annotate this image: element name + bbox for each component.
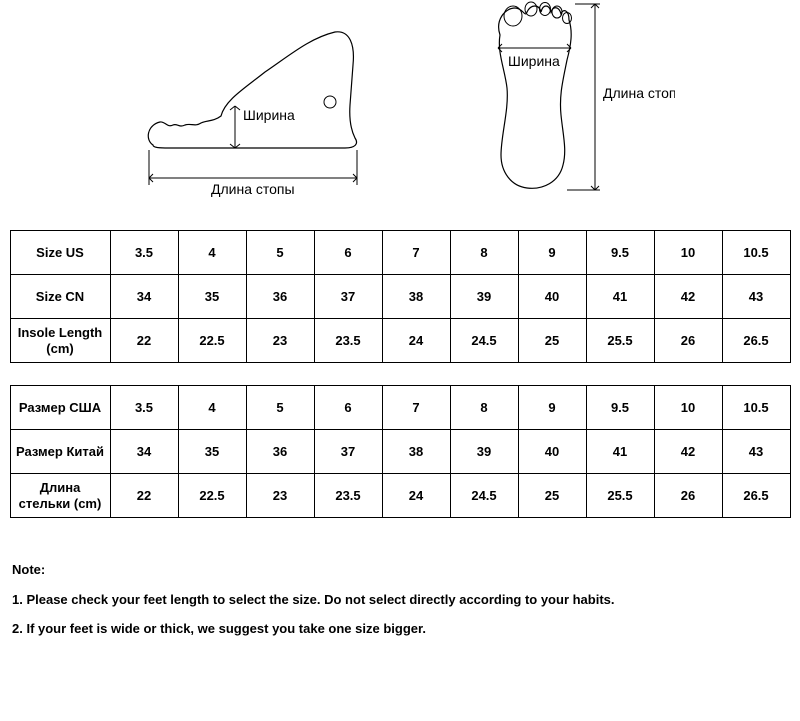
cell: 8	[450, 386, 518, 430]
cell: 22	[110, 319, 178, 363]
cell: 10.5	[722, 231, 790, 275]
cell: 25	[518, 474, 586, 518]
cell: 36	[246, 430, 314, 474]
table-row: Длина стельки (cm) 22 22.5 23 23.5 24 24…	[10, 474, 790, 518]
cell: 26.5	[722, 319, 790, 363]
cell: 25.5	[586, 474, 654, 518]
note-line-1: 1. Please check your feet length to sele…	[12, 590, 788, 610]
notes-section: Note: 1. Please check your feet length t…	[0, 540, 800, 669]
cell: 5	[246, 231, 314, 275]
cell: 8	[450, 231, 518, 275]
ankle-icon	[324, 96, 336, 108]
row-header: Size CN	[10, 275, 110, 319]
cell: 9	[518, 386, 586, 430]
note-line-2: 2. If your feet is wide or thick, we sug…	[12, 619, 788, 639]
size-table-ru: Размер США 3.5 4 5 6 7 8 9 9.5 10 10.5 Р…	[10, 385, 791, 518]
table-row: Insole Length (cm) 22 22.5 23 23.5 24 24…	[10, 319, 790, 363]
cell: 37	[314, 430, 382, 474]
cell: 9.5	[586, 386, 654, 430]
cell: 25.5	[586, 319, 654, 363]
cell: 3.5	[110, 386, 178, 430]
cell: 10	[654, 386, 722, 430]
row-header: Размер Китай	[10, 430, 110, 474]
foot-side-svg: Ширина Длина стопы	[125, 10, 385, 200]
cell: 39	[450, 275, 518, 319]
cell: 5	[246, 386, 314, 430]
cell: 10	[654, 231, 722, 275]
size-table-en: Size US 3.5 4 5 6 7 8 9 9.5 10 10.5 Size…	[10, 230, 791, 363]
cell: 26	[654, 474, 722, 518]
cell: 22.5	[178, 474, 246, 518]
cell: 26	[654, 319, 722, 363]
side-width-label: Ширина	[243, 107, 295, 123]
cell: 26.5	[722, 474, 790, 518]
foot-diagrams: Ширина Длина стопы	[0, 0, 800, 230]
cell: 22	[110, 474, 178, 518]
cell: 24	[382, 474, 450, 518]
cell: 40	[518, 430, 586, 474]
foot-side-diagram: Ширина Длина стопы	[125, 10, 385, 200]
notes-heading: Note:	[12, 560, 788, 580]
row-header: Длина стельки (cm)	[10, 474, 110, 518]
footprint-outline	[499, 6, 572, 188]
cell: 9	[518, 231, 586, 275]
cell: 10.5	[722, 386, 790, 430]
toe-icon	[504, 6, 522, 26]
cell: 6	[314, 386, 382, 430]
cell: 7	[382, 231, 450, 275]
cell: 24.5	[450, 474, 518, 518]
cell: 3.5	[110, 231, 178, 275]
table-row: Size CN 34 35 36 37 38 39 40 41 42 43	[10, 275, 790, 319]
cell: 9.5	[586, 231, 654, 275]
cell: 41	[586, 430, 654, 474]
table-row: Размер США 3.5 4 5 6 7 8 9 9.5 10 10.5	[10, 386, 790, 430]
top-length-label: Длина стопы	[603, 85, 675, 101]
cell: 35	[178, 430, 246, 474]
cell: 38	[382, 430, 450, 474]
cell: 23.5	[314, 474, 382, 518]
cell: 37	[314, 275, 382, 319]
row-header: Size US	[10, 231, 110, 275]
table-row: Size US 3.5 4 5 6 7 8 9 9.5 10 10.5	[10, 231, 790, 275]
toe-icon	[525, 2, 537, 16]
cell: 43	[722, 275, 790, 319]
cell: 42	[654, 275, 722, 319]
toe-icon	[540, 3, 551, 16]
foot-side-outline	[148, 32, 356, 148]
cell: 6	[314, 231, 382, 275]
cell: 42	[654, 430, 722, 474]
top-width-label: Ширина	[508, 53, 560, 69]
row-header: Insole Length (cm)	[10, 319, 110, 363]
cell: 34	[110, 430, 178, 474]
cell: 35	[178, 275, 246, 319]
cell: 24	[382, 319, 450, 363]
cell: 4	[178, 231, 246, 275]
cell: 24.5	[450, 319, 518, 363]
cell: 36	[246, 275, 314, 319]
cell: 4	[178, 386, 246, 430]
cell: 23	[246, 474, 314, 518]
cell: 23.5	[314, 319, 382, 363]
cell: 23	[246, 319, 314, 363]
cell: 25	[518, 319, 586, 363]
table-row: Размер Китай 34 35 36 37 38 39 40 41 42 …	[10, 430, 790, 474]
row-header: Размер США	[10, 386, 110, 430]
cell: 34	[110, 275, 178, 319]
cell: 41	[586, 275, 654, 319]
cell: 38	[382, 275, 450, 319]
cell: 7	[382, 386, 450, 430]
toe-icon	[563, 13, 572, 24]
cell: 40	[518, 275, 586, 319]
foot-top-svg: Ширина Длина стопы	[445, 0, 675, 200]
foot-top-diagram: Ширина Длина стопы	[445, 0, 675, 200]
side-length-label: Длина стопы	[211, 181, 295, 197]
cell: 22.5	[178, 319, 246, 363]
cell: 43	[722, 430, 790, 474]
cell: 39	[450, 430, 518, 474]
